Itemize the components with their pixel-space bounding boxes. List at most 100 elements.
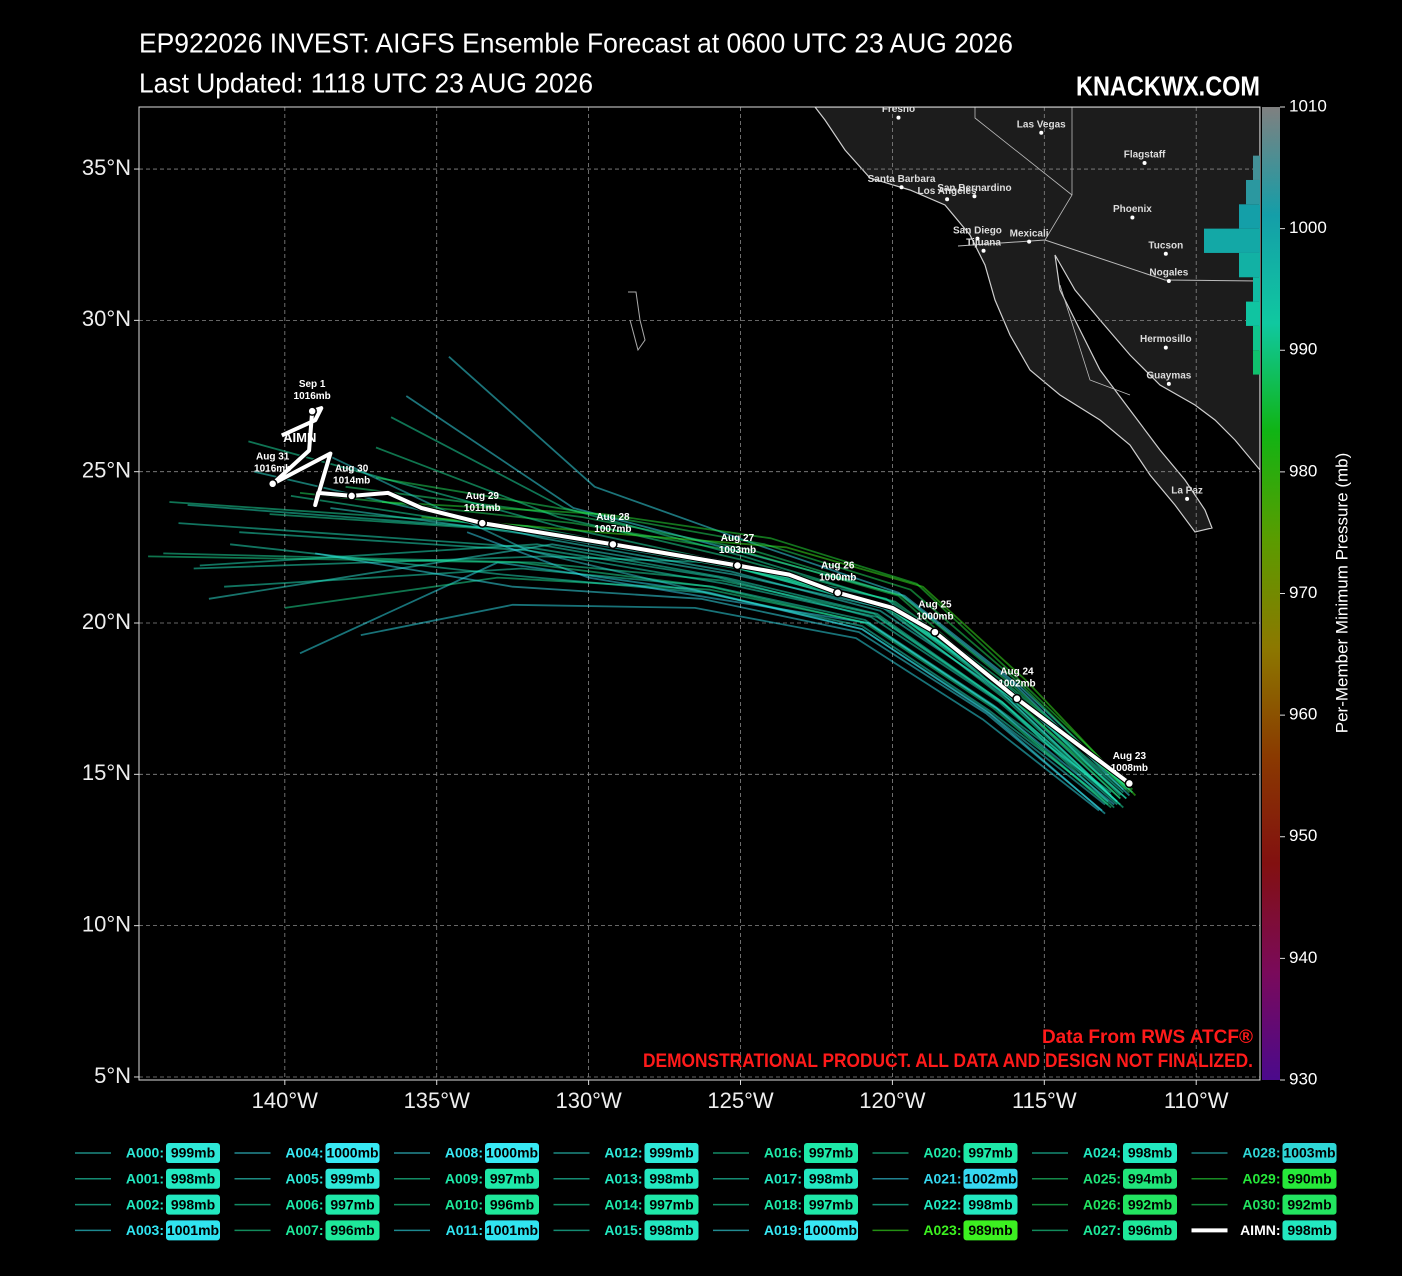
legend-name: A030: [1242, 1196, 1280, 1212]
legend-value: 992mb [1287, 1196, 1331, 1212]
x-tick-label: 110°W [1164, 1088, 1229, 1113]
legend-box [1282, 1220, 1337, 1241]
legend-box [1123, 1143, 1177, 1163]
border [957, 239, 1260, 282]
legend-name: A000: [126, 1145, 164, 1161]
aimn-point [1012, 693, 1022, 704]
legend-box [485, 1220, 539, 1241]
legend-name: A015: [604, 1222, 642, 1238]
legend-value: 998mb [171, 1171, 215, 1187]
aimn-track [270, 406, 1131, 785]
colorbar-tick-label: 960 [1289, 705, 1317, 724]
chart-title: EP922026 INVEST: AIGFS Ensemble Forecast… [139, 27, 1013, 58]
colorbar-tick-label: 1000 [1289, 218, 1327, 237]
border [974, 107, 1073, 241]
colorbar-tick-label: 940 [1289, 948, 1317, 967]
point-pressure: 1011mb [464, 503, 501, 514]
city-dot [896, 115, 901, 120]
legend-value: 1001mb [167, 1222, 219, 1238]
member-track [330, 455, 1106, 806]
point-pressure: 1016mb [254, 463, 291, 474]
city-dot [1130, 215, 1135, 220]
city-dot [1166, 381, 1171, 386]
land [814, 107, 1260, 533]
point-date: Aug 28 [596, 512, 630, 523]
point-pressure: 1003mb [719, 545, 756, 556]
point-pressure: 1007mb [594, 524, 631, 535]
city-dot [981, 248, 986, 253]
legend-value: 998mb [1287, 1222, 1331, 1238]
histogram-bar [1246, 179, 1260, 205]
city-label: Fresno [882, 104, 915, 115]
legend-value: 999mb [649, 1145, 693, 1161]
legend-name: A022: [923, 1196, 961, 1212]
legend-name: A001: [126, 1171, 164, 1187]
legend-name: A012: [604, 1145, 642, 1161]
legend-name: A021: [923, 1171, 961, 1187]
legend-box [1123, 1220, 1177, 1241]
member-track [375, 476, 1131, 794]
legend-box [644, 1220, 699, 1241]
axes: 140°W 135°W 130°W 125°W 120°W 115°W 110°W 5°N 10… [82, 96, 1327, 1112]
legend-box [804, 1143, 858, 1163]
x-tick-label: 115°W [1012, 1088, 1077, 1113]
legend-box [1123, 1194, 1177, 1215]
histogram-bar [1253, 350, 1260, 375]
y-tick-label: 20°N [82, 609, 131, 634]
aimn-point [732, 560, 743, 571]
histogram-bar [1239, 204, 1260, 229]
aimn-point [1124, 778, 1135, 789]
legend-value: 997mb [490, 1171, 534, 1187]
point-pressure: 1000mb [916, 612, 953, 623]
point-pressure: 1016mb [294, 391, 331, 402]
legend-value: 1000mb [805, 1222, 857, 1238]
island [628, 291, 646, 352]
member-track [421, 516, 1137, 797]
legend-name: A007: [285, 1222, 323, 1238]
city-label: Las Vegas [1017, 119, 1066, 130]
legend-box [1282, 1143, 1337, 1163]
aimn-label: AIMN [283, 430, 316, 445]
legend-box [485, 1168, 539, 1189]
x-tick-label: 125°W [707, 1088, 774, 1113]
aimn-point [346, 491, 357, 501]
city-dot [1163, 251, 1168, 256]
aimn-point [477, 518, 488, 528]
legend-value: 998mb [968, 1196, 1012, 1212]
histogram-bar [1239, 252, 1260, 278]
y-tick-label: 35°N [82, 155, 131, 180]
legend-value: 1002mb [964, 1171, 1016, 1187]
legend-box [644, 1194, 699, 1215]
tracks [148, 356, 1137, 815]
member-track [466, 531, 1115, 806]
legend-box [1123, 1168, 1177, 1189]
legend-name: A010: [445, 1196, 483, 1212]
point-date: Aug 26 [821, 560, 855, 571]
histogram-bar [1253, 277, 1260, 302]
legend-box [166, 1194, 220, 1215]
city-label: La Paz [1171, 486, 1203, 497]
legend-value: 998mb [809, 1171, 853, 1187]
point-pressure: 1000mb [819, 572, 856, 583]
histogram-bar [1253, 155, 1260, 180]
legend-name: A016: [764, 1145, 802, 1161]
colorbar-tick-label: 1010 [1289, 96, 1327, 115]
legend-name: AIMN: [1240, 1222, 1280, 1238]
map-frame [138, 106, 1261, 1081]
legend-name: A018: [764, 1196, 802, 1212]
note: DEMONSTRATIONAL PRODUCT. ALL DATA AND DE… [643, 1051, 1253, 1072]
legend-box [325, 1143, 380, 1163]
point-pressure: 1014mb [333, 476, 370, 487]
city-label: Santa Barbara [868, 174, 936, 185]
x-tick-label: 135°W [404, 1088, 471, 1113]
legend-value: 994mb [1128, 1171, 1172, 1187]
legend-name: A011: [446, 1222, 483, 1238]
city-dot [1039, 130, 1044, 135]
colorbar-tick-label: 930 [1289, 1069, 1317, 1088]
legend-name: A023: [923, 1222, 961, 1238]
point-date: Sep 1 [299, 379, 326, 390]
city-label: Hermosillo [1140, 334, 1192, 345]
legend-name: A019: [764, 1222, 802, 1238]
